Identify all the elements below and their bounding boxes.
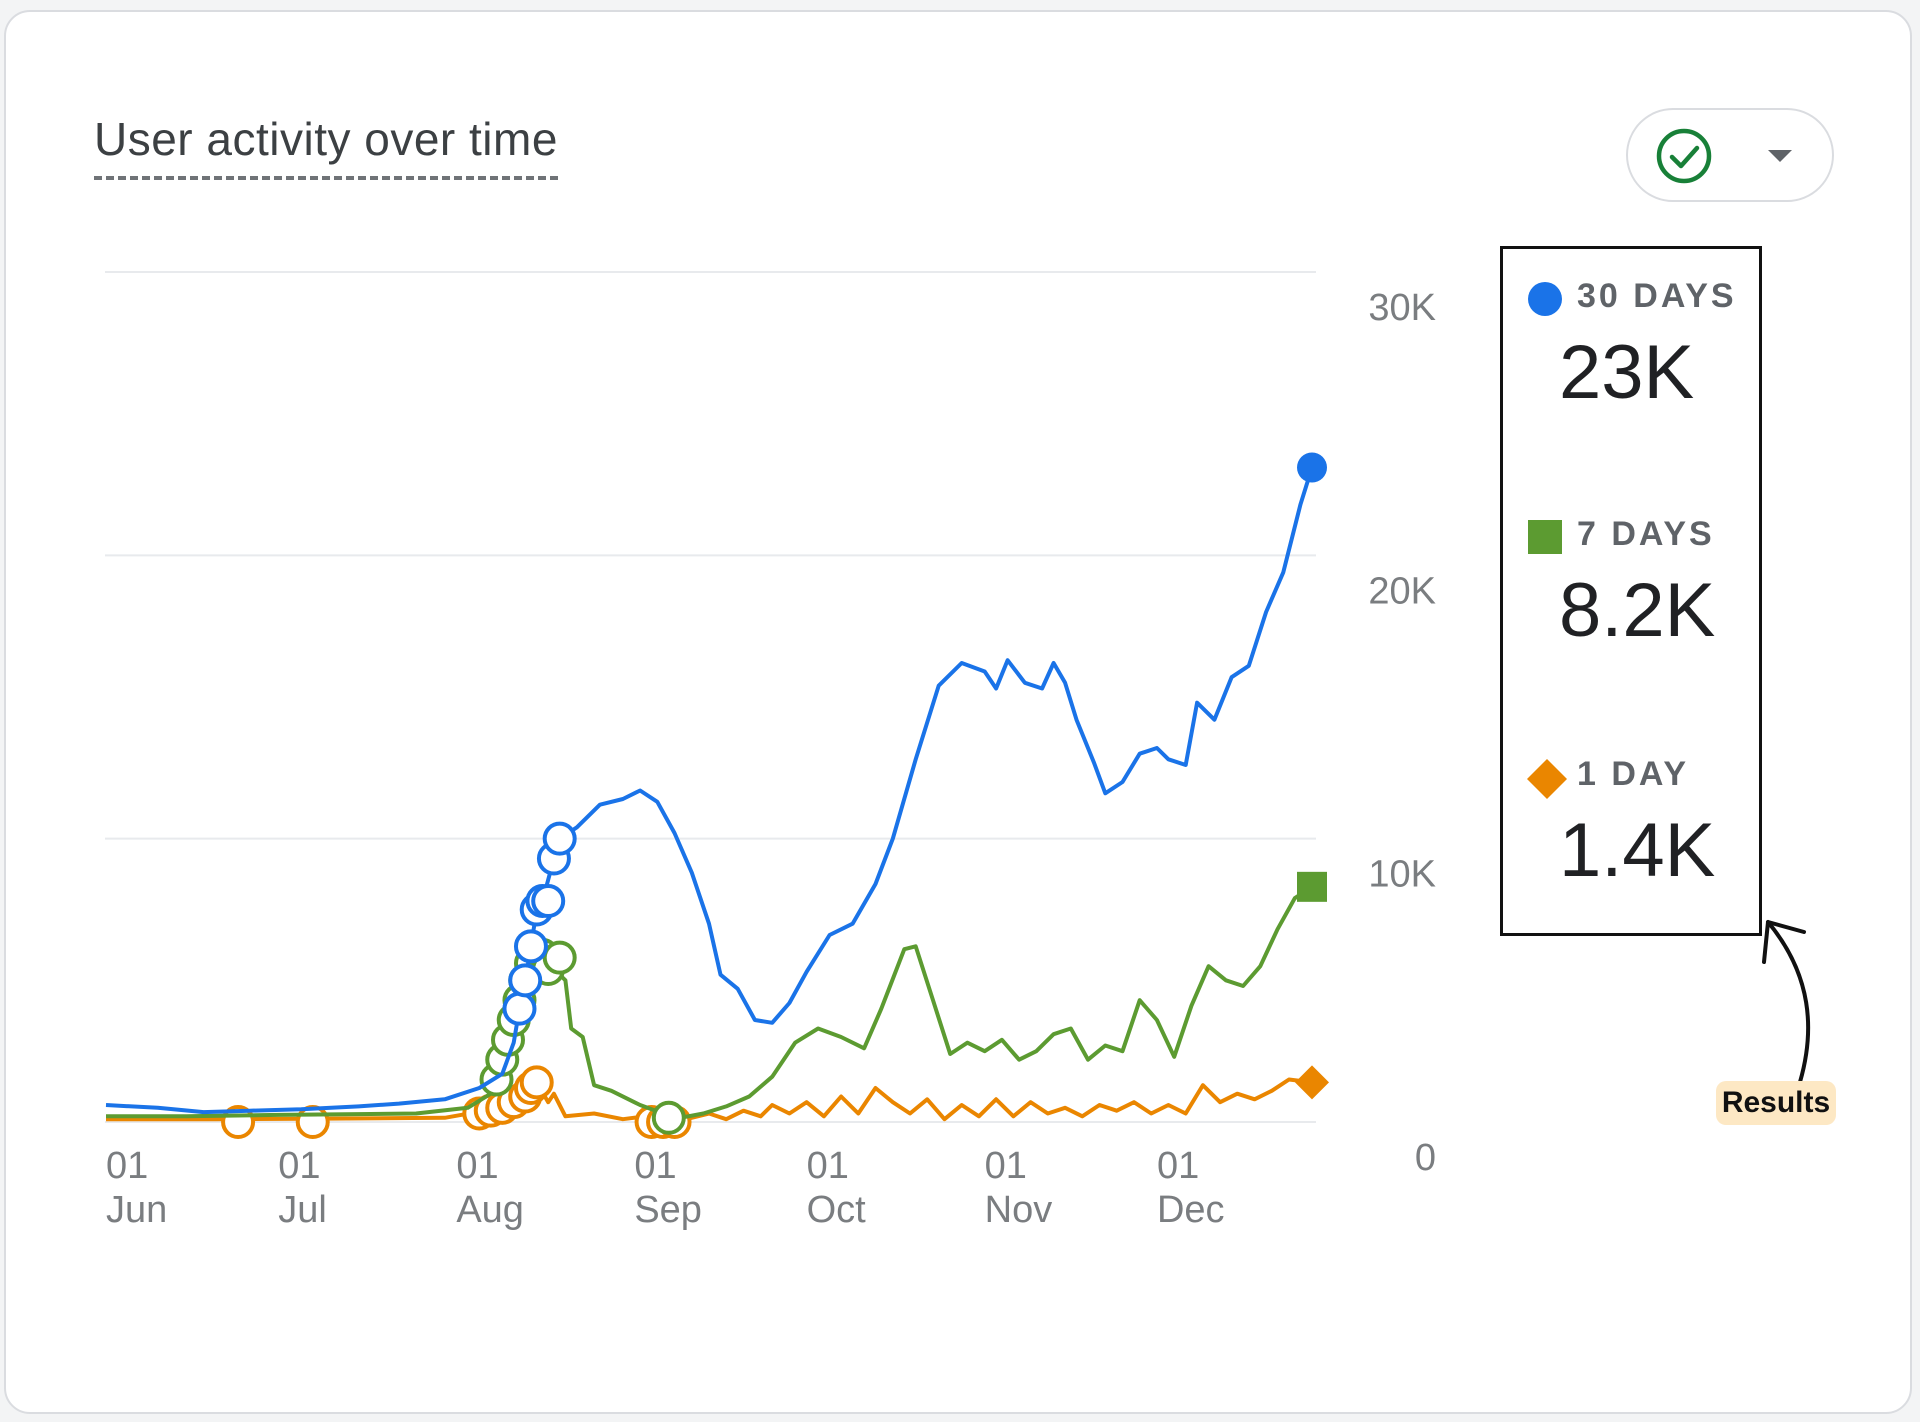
legend-label: 30 DAYS <box>1577 277 1737 315</box>
x-tick-month: Sep <box>634 1189 702 1231</box>
x-tick-day: 01 <box>807 1145 849 1187</box>
check-circle-icon <box>1656 128 1712 184</box>
anomaly-marker <box>542 940 577 975</box>
diamond-marker-icon <box>1527 759 1567 799</box>
x-tick-month: Jun <box>106 1189 167 1231</box>
y-tick-label: 20K <box>1368 570 1436 612</box>
x-tick-month: Oct <box>807 1189 867 1231</box>
series-end-marker <box>1297 871 1327 902</box>
comparison-picker[interactable] <box>1626 108 1834 202</box>
legend-value: 23K <box>1559 330 1695 415</box>
x-tick-month: Dec <box>1157 1189 1225 1231</box>
legend-label: 7 DAYS <box>1577 515 1715 553</box>
legend-value: 8.2K <box>1559 568 1716 653</box>
x-tick-month: Jul <box>278 1189 327 1231</box>
x-tick-day: 01 <box>278 1145 320 1187</box>
annotation-arrow-icon <box>1762 920 1811 1084</box>
y-tick-label: 0 <box>1415 1137 1436 1179</box>
x-tick-day: 01 <box>106 1145 148 1187</box>
anomaly-marker <box>542 821 577 856</box>
square-marker-icon <box>1528 520 1562 554</box>
x-tick-month: Nov <box>985 1189 1053 1231</box>
anomaly-marker <box>519 1065 554 1100</box>
x-tick-day: 01 <box>634 1145 676 1187</box>
anomaly-marker <box>502 991 537 1026</box>
y-tick-label: 30K <box>1368 287 1436 329</box>
circle-marker-icon <box>1528 282 1562 316</box>
anomaly-marker <box>651 1100 686 1135</box>
series-line <box>106 1077 1313 1124</box>
series-end-marker <box>1297 452 1327 483</box>
legend-panel: 30 DAYS 23K 7 DAYS 8.2K 1 DAY 1.4K <box>1500 246 1762 936</box>
series-line <box>105 466 1314 1115</box>
legend-value: 1.4K <box>1559 808 1716 893</box>
anomaly-marker <box>508 963 543 998</box>
anomaly-marker <box>531 884 566 918</box>
results-annotation: Results <box>1716 1081 1836 1125</box>
x-tick-day: 01 <box>1157 1145 1199 1187</box>
anomaly-marker <box>295 1105 330 1139</box>
caret-down-icon <box>1768 150 1792 162</box>
x-tick-day: 01 <box>456 1145 498 1187</box>
card-title[interactable]: User activity over time <box>94 112 558 180</box>
y-tick-label: 10K <box>1368 854 1436 896</box>
x-tick-month: Aug <box>456 1189 524 1231</box>
series-end-marker <box>1295 1065 1329 1100</box>
anomaly-marker <box>513 929 548 964</box>
legend-label: 1 DAY <box>1577 755 1690 793</box>
x-tick-day: 01 <box>985 1145 1027 1187</box>
